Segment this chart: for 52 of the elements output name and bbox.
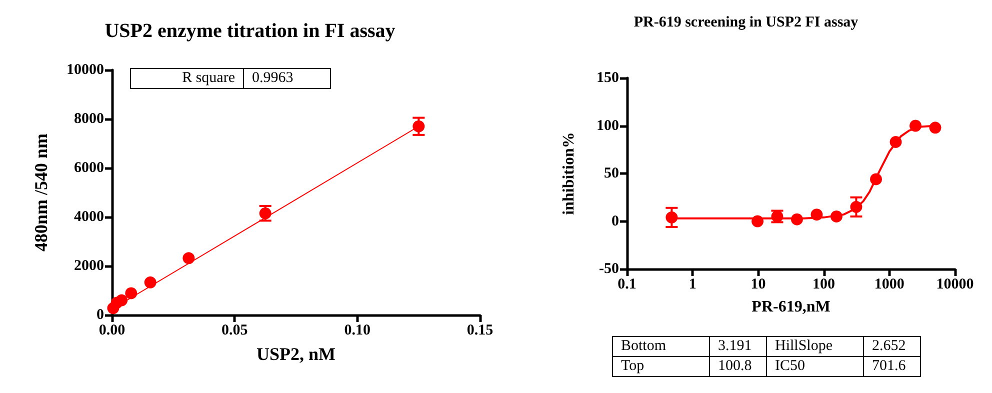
- point: [870, 173, 882, 186]
- point: [144, 276, 156, 288]
- text: 701.6: [864, 356, 920, 376]
- text: Bottom: [612, 336, 710, 356]
- x-tick-label: 0.00: [98, 322, 126, 338]
- y-axis-title: 480nm /540 nm: [31, 133, 51, 252]
- point: [810, 208, 823, 221]
- x-tick-label: 100: [812, 276, 836, 292]
- annotation: 0.9963: [244, 68, 330, 88]
- x-tick-label: 0.05: [222, 322, 248, 338]
- annotation: R square: [130, 68, 244, 88]
- text: 100.8: [710, 356, 766, 376]
- point: [910, 120, 922, 132]
- y-tick-label: 4000: [74, 209, 104, 225]
- chart-title: PR-619 screening in USP2 FI assay: [634, 14, 859, 30]
- x-axis-title: PR-619,nM: [752, 298, 830, 316]
- point: [929, 122, 942, 134]
- y-tick-label: 6000: [74, 160, 104, 176]
- point: [830, 210, 842, 222]
- x-tick-label: 0.15: [466, 322, 494, 338]
- point: [752, 215, 764, 228]
- x-axis-title: USP2, nM: [256, 344, 336, 364]
- y-tick-label: 150: [596, 70, 619, 86]
- x-tick-label: 10000: [936, 276, 974, 292]
- x-tick-label: 0.10: [344, 322, 370, 338]
- text: Top: [612, 356, 710, 376]
- y-tick-label: 0: [96, 307, 104, 323]
- y-tick-label: 8000: [74, 111, 104, 127]
- y-tick-label: 100: [596, 118, 619, 134]
- text: IC50: [766, 356, 864, 376]
- point: [125, 287, 138, 300]
- point: [890, 136, 902, 148]
- chart-title: USP2 enzyme titration in FI assay: [104, 20, 396, 42]
- x-tick-label: 1: [688, 276, 696, 292]
- y-tick-label: 50: [604, 166, 619, 182]
- point: [259, 207, 272, 220]
- y-tick-label: -50: [599, 261, 619, 277]
- y-axis-title: inhibition%: [560, 132, 578, 215]
- text: 2.652: [864, 336, 920, 356]
- text: 3.191: [710, 336, 766, 356]
- text: HillSlope: [766, 336, 864, 356]
- point: [412, 120, 425, 132]
- y-tick-label: 0: [612, 213, 619, 230]
- point: [850, 200, 862, 213]
- x-tick-label: 1000: [874, 276, 904, 292]
- x-tick-label: 0.1: [618, 276, 636, 292]
- y-tick-label: 2000: [74, 258, 104, 274]
- point: [116, 294, 128, 306]
- point: [182, 252, 195, 264]
- point: [790, 213, 803, 226]
- x-tick-label: 10: [750, 276, 766, 292]
- y-tick-label: 10000: [66, 62, 104, 78]
